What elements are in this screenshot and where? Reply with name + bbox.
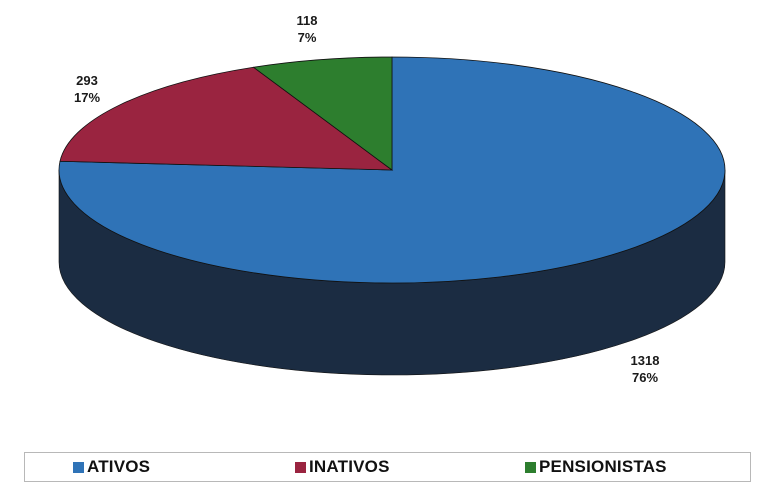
data-label-ativos-value: 1318 — [630, 353, 660, 368]
data-label-pensionistas: 118 7% — [277, 12, 337, 46]
data-label-ativos: 1318 76% — [615, 352, 675, 386]
legend-item-ativos[interactable]: ATIVOS — [73, 457, 150, 477]
pie-slice-pensionistas[interactable] — [252, 56, 393, 171]
legend-label-ativos: ATIVOS — [87, 457, 151, 476]
legend-swatch-ativos — [73, 461, 84, 473]
data-label-pensionistas-value: 118 — [296, 13, 318, 28]
legend-item-pensionistas[interactable]: PENSIONISTAS — [525, 457, 667, 477]
legend-label-inativos: INATIVOS — [309, 457, 390, 476]
legend-item-inativos[interactable]: INATIVOS — [295, 457, 390, 477]
data-label-ativos-percent: 76% — [631, 370, 659, 385]
data-label-inativos-percent: 17% — [73, 90, 101, 105]
pie-slice-ativos[interactable] — [58, 56, 726, 284]
pie-group — [58, 56, 726, 376]
legend: ATIVOS INATIVOS PENSIONISTAS — [24, 452, 751, 482]
data-label-inativos: 293 17% — [57, 72, 117, 106]
legend-swatch-inativos — [295, 461, 306, 473]
pie-chart — [58, 56, 726, 376]
legend-swatch-pensionistas — [525, 461, 536, 473]
data-label-pensionistas-percent: 7% — [297, 30, 317, 45]
pie-slice-inativos[interactable] — [59, 66, 394, 171]
legend-label-pensionistas: PENSIONISTAS — [539, 457, 667, 476]
data-label-inativos-value: 293 — [76, 73, 98, 88]
